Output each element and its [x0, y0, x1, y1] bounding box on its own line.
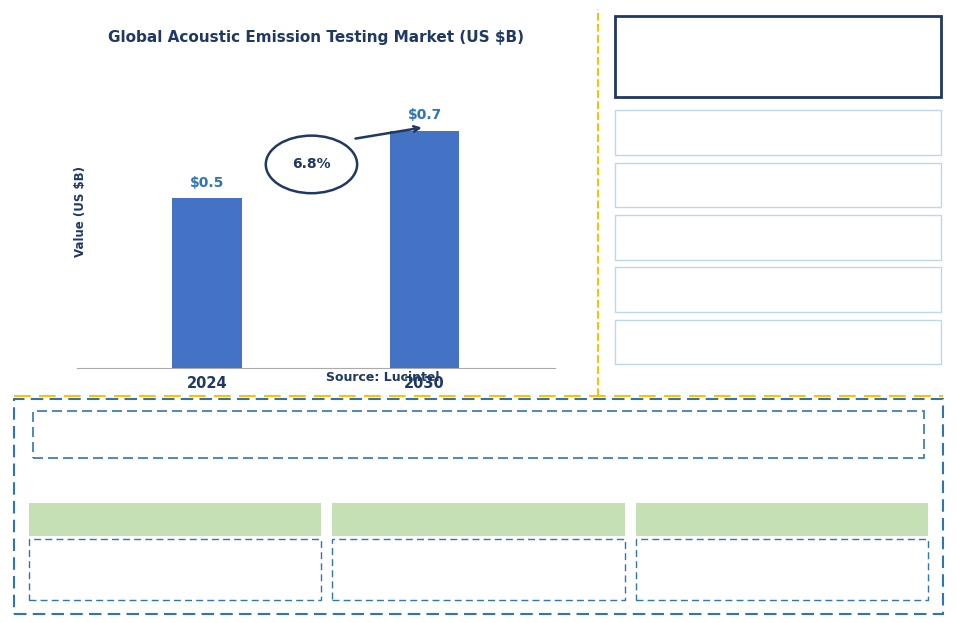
Text: 6.8%: 6.8% [292, 158, 331, 171]
Text: $0.5: $0.5 [189, 176, 224, 190]
Text: Service: Service [753, 513, 812, 526]
Text: •  Sensors: • Sensors [40, 542, 109, 554]
Text: •  Calibrators: • Calibrators [40, 576, 129, 589]
Text: •  Aging Aircraft: • Aging Aircraft [344, 564, 453, 578]
Text: Value (US $B): Value (US $B) [75, 166, 87, 257]
Text: •  Others: • Others [40, 587, 100, 600]
Text: •  Storage Tank: • Storage Tank [344, 542, 447, 554]
Text: •  Calibration: • Calibration [648, 587, 737, 600]
Text: Source: Lucintel: Source: Lucintel [326, 371, 439, 384]
Text: $0.7: $0.7 [408, 108, 442, 122]
Text: •  Turbine: • Turbine [344, 576, 410, 589]
Text: Application: Application [434, 513, 523, 526]
Bar [389, 131, 459, 368]
Text: Major Players of Acoustic Emission
Testing Market: Major Players of Acoustic Emission Testi… [647, 42, 909, 70]
Text: TUV Rheinland: TUV Rheinland [727, 283, 829, 297]
Text: •  Pipeline: • Pipeline [344, 553, 413, 566]
Text: Opportunities for Acoustic Emission Testing by Equipment, Application, and Servi: Opportunities for Acoustic Emission Test… [186, 428, 771, 441]
Text: Bureau Veritas: Bureau Veritas [727, 335, 829, 349]
Text: •  Detection Instruments: • Detection Instruments [40, 564, 205, 578]
Text: Equipment: Equipment [133, 513, 217, 526]
Text: •  Amplifiers: • Amplifiers [40, 553, 123, 566]
Text: Olympus Corporation: Olympus Corporation [704, 126, 852, 140]
Bar [172, 198, 242, 368]
Text: •  Others: • Others [344, 587, 405, 600]
Text: •  Inspection: • Inspection [648, 542, 732, 554]
Title: Global Acoustic Emission Testing Market (US $B): Global Acoustic Emission Testing Market … [108, 30, 523, 45]
Text: SGS: SGS [764, 231, 792, 244]
Text: Mistras Group: Mistras Group [729, 178, 827, 192]
